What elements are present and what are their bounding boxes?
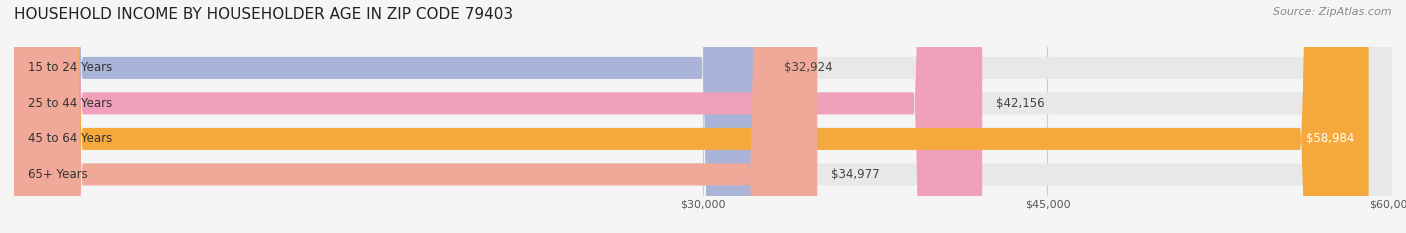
Text: 25 to 44 Years: 25 to 44 Years xyxy=(28,97,112,110)
FancyBboxPatch shape xyxy=(14,0,1392,233)
Text: $42,156: $42,156 xyxy=(995,97,1045,110)
FancyBboxPatch shape xyxy=(14,0,983,233)
FancyBboxPatch shape xyxy=(14,0,1368,233)
Text: $32,924: $32,924 xyxy=(785,62,832,74)
Text: HOUSEHOLD INCOME BY HOUSEHOLDER AGE IN ZIP CODE 79403: HOUSEHOLD INCOME BY HOUSEHOLDER AGE IN Z… xyxy=(14,7,513,22)
Text: $58,984: $58,984 xyxy=(1306,132,1355,145)
Text: 45 to 64 Years: 45 to 64 Years xyxy=(28,132,112,145)
Text: $34,977: $34,977 xyxy=(831,168,880,181)
Text: 65+ Years: 65+ Years xyxy=(28,168,87,181)
Text: Source: ZipAtlas.com: Source: ZipAtlas.com xyxy=(1274,7,1392,17)
FancyBboxPatch shape xyxy=(14,0,1392,233)
Text: 15 to 24 Years: 15 to 24 Years xyxy=(28,62,112,74)
FancyBboxPatch shape xyxy=(14,0,770,233)
FancyBboxPatch shape xyxy=(14,0,1392,233)
FancyBboxPatch shape xyxy=(14,0,817,233)
FancyBboxPatch shape xyxy=(14,0,1392,233)
